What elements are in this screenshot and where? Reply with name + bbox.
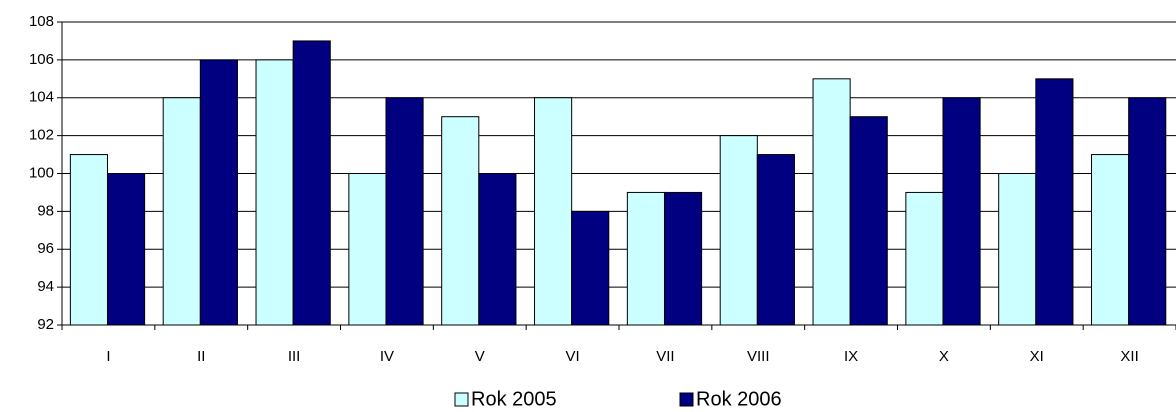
y-tick-label: 98 (37, 202, 54, 219)
bar (441, 116, 480, 326)
y-tick-label: 92 (37, 316, 54, 333)
y-tick-label: 100 (29, 164, 54, 181)
x-tick-label: VIII (747, 348, 770, 365)
y-tick-label: 96 (37, 240, 54, 257)
bar (292, 40, 331, 326)
bar (478, 173, 517, 326)
bar (255, 59, 294, 326)
bar (905, 191, 944, 326)
x-tick-label: XI (1030, 348, 1044, 365)
bar (106, 173, 146, 326)
x-tick-label: XII (1120, 348, 1138, 365)
x-tick-label: VI (565, 348, 579, 365)
bar (1035, 78, 1074, 326)
bar (348, 173, 387, 326)
y-tick-label: 106 (29, 51, 54, 68)
x-tick-label: III (288, 348, 301, 365)
x-tick-label: II (197, 348, 205, 365)
bar (849, 116, 888, 326)
legend-swatch (679, 392, 694, 407)
bar (162, 97, 201, 326)
bar (626, 191, 665, 326)
y-tick-label: 102 (29, 127, 54, 144)
bar (942, 97, 981, 326)
bar (1128, 97, 1167, 326)
legend-label: Rok 2006 (696, 388, 782, 410)
x-tick-label: V (475, 348, 485, 365)
x-tick-label: X (939, 348, 949, 365)
bar (385, 97, 424, 326)
legend-label: Rok 2005 (471, 388, 557, 410)
x-tick-label: IV (380, 348, 394, 365)
y-tick-label: 104 (29, 89, 54, 106)
y-tick-label: 94 (37, 278, 54, 295)
x-tick-label: VII (656, 348, 674, 365)
bar (199, 59, 238, 326)
bar (69, 154, 108, 326)
x-tick-label: IX (844, 348, 858, 365)
legend-swatch (454, 392, 469, 407)
bar (998, 173, 1037, 326)
bar (756, 154, 795, 326)
bar (534, 97, 573, 326)
x-tick-label: I (106, 348, 110, 365)
bar (812, 78, 851, 326)
bar (663, 191, 703, 326)
bar (571, 210, 610, 326)
y-tick-label: 108 (29, 13, 54, 30)
bar (719, 135, 758, 326)
bar (1091, 154, 1130, 326)
